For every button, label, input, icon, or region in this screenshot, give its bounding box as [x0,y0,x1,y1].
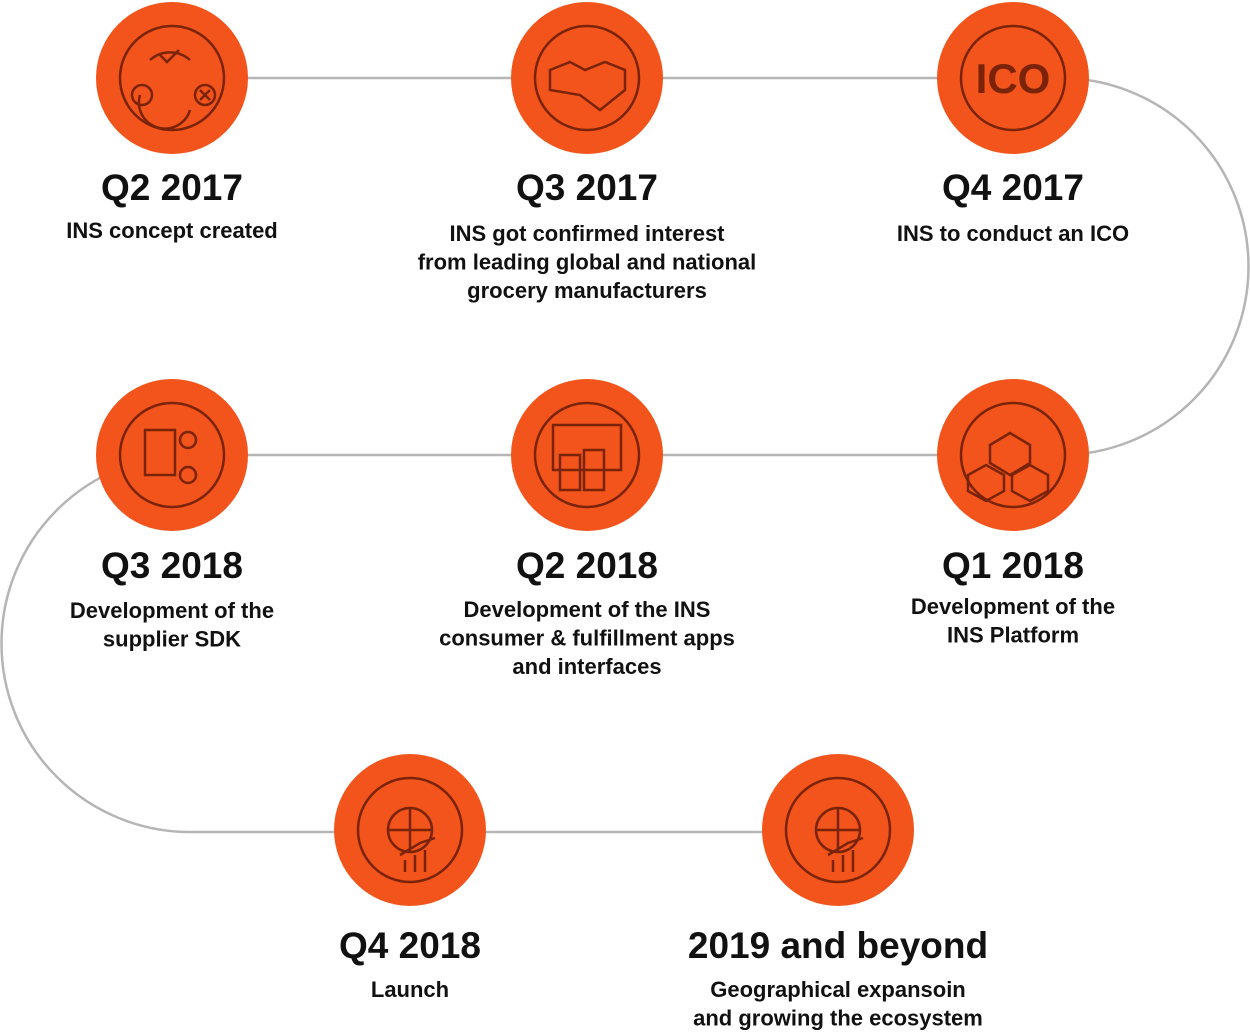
milestone: Q2 2017 INS concept created [66,2,278,243]
milestone: Q4 2018 Launch [334,754,486,1002]
milestone-description: consumer & fulfillment apps [439,626,735,651]
icon-ring [533,24,641,132]
milestones: Q2 2017 INS concept created Q3 2017 INS got… [66,2,1129,1031]
milestone-description: supplier SDK [103,627,241,652]
milestone-title: Q4 2017 [942,167,1084,208]
milestone-circle [937,379,1089,531]
milestone-circle [937,2,1089,154]
icon [548,60,627,112]
icon [551,423,623,492]
milestone-description: Development of the [911,594,1115,619]
milestone-description: INS got confirmed interest [449,221,725,246]
milestone: Q1 2018 Development of the INS Platform [911,379,1115,648]
milestone-description: grocery manufacturers [467,278,707,303]
milestone-title: Q1 2018 [942,545,1084,586]
icon-ring [118,24,226,132]
milestone-description: INS to conduct an ICO [897,221,1129,246]
icon-ring [356,776,464,884]
milestone: Q3 2017 INS got confirmed interest from le… [418,2,757,303]
icon [143,428,198,485]
milestone-circle [96,379,248,531]
milestone: Q3 2018 Development of the supplier SDK [70,379,274,652]
icon [386,806,436,872]
milestone-title: Q2 2017 [101,167,243,208]
icon-ring [959,401,1067,509]
icon [130,49,217,130]
milestone-title: Q2 2018 [516,545,658,586]
milestone-description: and interfaces [512,654,661,679]
milestone-circle [511,379,663,531]
milestone-description: Development of the [70,598,274,623]
milestone-title: Q4 2018 [339,925,481,966]
milestone-description: INS concept created [66,218,278,243]
milestone-description: INS Platform [947,623,1079,648]
milestone-description: Launch [371,977,449,1002]
icon-ring [118,401,226,509]
milestone-description: Geographical expansoin [710,977,966,1002]
milestone-title: Q3 2017 [516,167,658,208]
icon [966,431,1050,503]
milestone: Q2 2018 Development of the INS consumer & … [439,379,735,679]
milestone-description: Development of the INS [464,597,711,622]
icon-ring [533,401,641,509]
milestone-description: and growing the ecosystem [693,1006,983,1031]
icon-ring [959,24,1067,132]
milestone: ICO Q4 2017 INS to conduct an ICO [897,2,1129,246]
milestone-title: 2019 and beyond [688,925,988,966]
icon [814,806,864,872]
icon-ring [784,776,892,884]
milestone: 2019 and beyond Geographical expansoin and… [688,754,988,1031]
icon-text: ICO [976,55,1051,102]
milestone-description: from leading global and national [418,250,757,275]
milestone-circle [96,2,248,154]
milestone-title: Q3 2018 [101,545,243,586]
milestone-circle [511,2,663,154]
